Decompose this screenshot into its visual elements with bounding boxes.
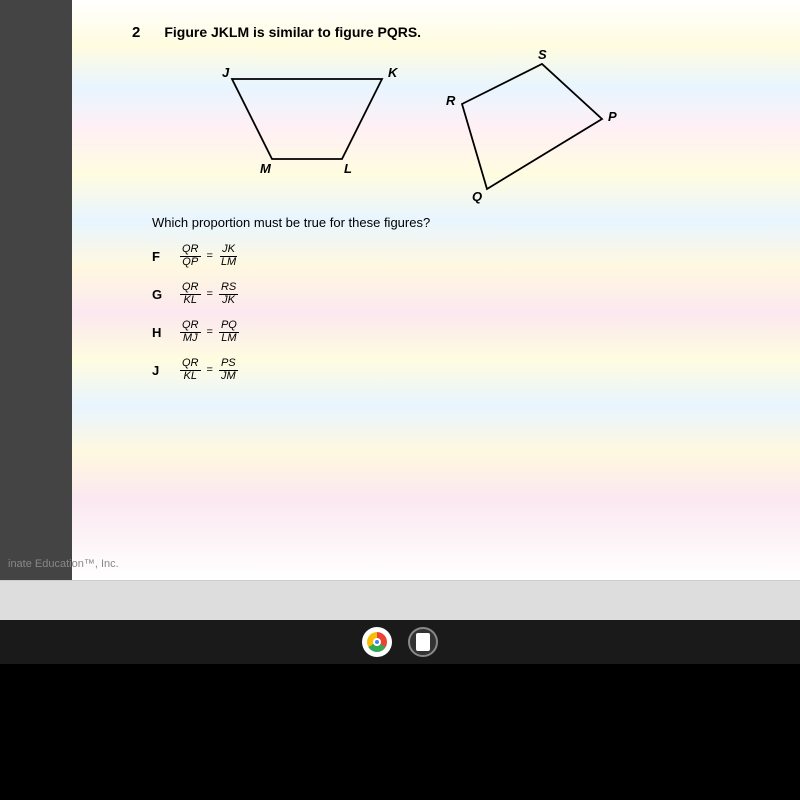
figures-container: J K L M R S P Q: [152, 49, 712, 209]
vertex-m-label: M: [260, 161, 271, 176]
choice-f-equation: QRQP = JKLM: [180, 244, 238, 268]
desk-surface: [0, 664, 800, 800]
monitor-screen: 2 Figure JKLM is similar to figure PQRS.…: [0, 0, 800, 620]
chromeos-shelf: [0, 620, 800, 664]
choice-j[interactable]: J QRKL = PSJM: [152, 358, 768, 382]
question-number: 2: [132, 24, 140, 41]
vertex-s-label: S: [538, 47, 547, 62]
vertex-r-label: R: [446, 93, 455, 108]
calculator-icon[interactable]: [408, 627, 438, 657]
vertex-q-label: Q: [472, 189, 482, 204]
choice-f[interactable]: F QRQP = JKLM: [152, 244, 768, 268]
copyright-text: inate Education™, Inc.: [0, 552, 127, 576]
trapezoids-svg: [152, 49, 712, 209]
choice-h-letter: H: [152, 325, 166, 340]
vertex-l-label: L: [344, 161, 352, 176]
choice-h[interactable]: H QRMJ = PQLM: [152, 320, 768, 344]
choice-f-letter: F: [152, 249, 166, 264]
question-header: 2 Figure JKLM is similar to figure PQRS.: [132, 24, 768, 41]
trapezoid-pqrs: [462, 64, 602, 189]
question-text: Figure JKLM is similar to figure PQRS.: [164, 24, 421, 40]
choice-j-letter: J: [152, 363, 166, 378]
trapezoid-jklm: [232, 79, 382, 159]
sub-question: Which proportion must be true for these …: [152, 215, 768, 230]
answer-choices: F QRQP = JKLM G QRKL = RSJK H QRMJ: [152, 244, 768, 382]
vertex-k-label: K: [388, 65, 397, 80]
worksheet-page: 2 Figure JKLM is similar to figure PQRS.…: [72, 0, 800, 580]
window-left-border: [0, 0, 72, 620]
chrome-icon[interactable]: [362, 627, 392, 657]
vertex-j-label: J: [222, 65, 229, 80]
choice-h-equation: QRMJ = PQLM: [180, 320, 239, 344]
choice-g-equation: QRKL = RSJK: [180, 282, 238, 306]
page-footer-bar: [0, 580, 800, 620]
choice-j-equation: QRKL = PSJM: [180, 358, 238, 382]
choice-g-letter: G: [152, 287, 166, 302]
vertex-p-label: P: [608, 109, 617, 124]
choice-g[interactable]: G QRKL = RSJK: [152, 282, 768, 306]
